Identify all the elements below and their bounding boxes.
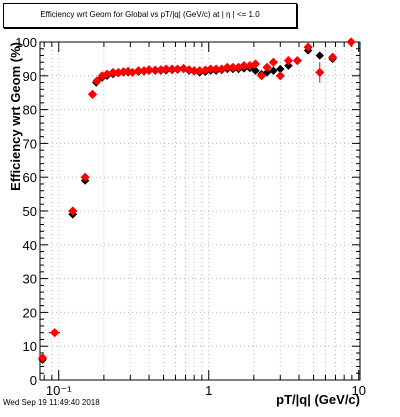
y-tick-label: 20: [23, 305, 37, 320]
data-point-red: [127, 67, 138, 78]
data-point-red: [283, 55, 294, 66]
data-point-red: [292, 55, 302, 66]
y-tick-label: 100: [15, 35, 37, 50]
x-tick-label: 10⁻¹: [46, 383, 72, 398]
data-point-red: [68, 206, 78, 216]
y-axis-label: Efficiency wrt Geom (%): [8, 42, 23, 191]
data-point-red: [50, 328, 60, 338]
y-tick-label: 90: [23, 69, 37, 84]
y-tick-label: 0: [30, 373, 37, 388]
data-point-red: [256, 71, 267, 81]
data-point-red: [87, 89, 98, 99]
data-point-red: [206, 64, 216, 74]
data-point-red: [92, 76, 102, 86]
chart-title: Efficiency wrt Geom for Global vs pT/|q|…: [40, 10, 260, 19]
data-point-red: [268, 57, 279, 67]
x-tick-label: 10: [351, 383, 365, 398]
data-point-red: [97, 71, 107, 81]
data-point-red: [189, 66, 199, 76]
data-point-black: [315, 51, 324, 60]
data-point-red: [275, 71, 285, 81]
data-point-red: [150, 65, 160, 75]
y-tick-label: 40: [23, 238, 37, 253]
data-point-red: [250, 59, 261, 69]
data-point-red: [239, 61, 249, 71]
data-point-black: [251, 66, 260, 75]
data-point-red: [328, 52, 338, 62]
data-point-red: [133, 66, 144, 76]
data-point-black: [276, 64, 285, 74]
data-point-red: [195, 66, 205, 76]
data-point-red: [172, 64, 183, 74]
data-point-red: [211, 64, 221, 74]
timestamp: Wed Sep 19 11:49:40 2018: [3, 398, 100, 407]
data-point-black: [269, 66, 278, 75]
data-point-red: [80, 172, 90, 182]
x-axis-label: pT/|q| (GeV/c): [276, 392, 360, 407]
chart-title-box: Efficiency wrt Geom for Global vs pT/|q|…: [3, 3, 297, 28]
data-point-red: [37, 353, 48, 363]
data-point-red: [222, 62, 232, 72]
data-point-red: [167, 64, 177, 74]
data-point-red: [161, 64, 171, 74]
data-point-red: [315, 67, 325, 78]
data-point-black: [284, 61, 293, 70]
data-point-red: [200, 65, 210, 75]
data-point-red: [262, 62, 272, 72]
data-point-red: [113, 67, 124, 78]
data-point-red: [144, 65, 154, 75]
y-tick-label: 50: [23, 204, 37, 219]
data-point-red: [303, 42, 313, 52]
y-tick-label: 70: [23, 136, 37, 151]
data-point-red: [179, 63, 189, 73]
y-tick-label: 80: [23, 103, 37, 118]
y-tick-label: 10: [23, 339, 37, 354]
y-tick-label: 30: [23, 272, 37, 287]
data-point-black: [262, 68, 272, 77]
data-point-red: [108, 67, 118, 78]
x-tick-label: 1: [205, 383, 212, 398]
data-point-red: [346, 37, 356, 47]
y-tick-label: 60: [23, 170, 37, 185]
data-point-red: [228, 62, 238, 72]
